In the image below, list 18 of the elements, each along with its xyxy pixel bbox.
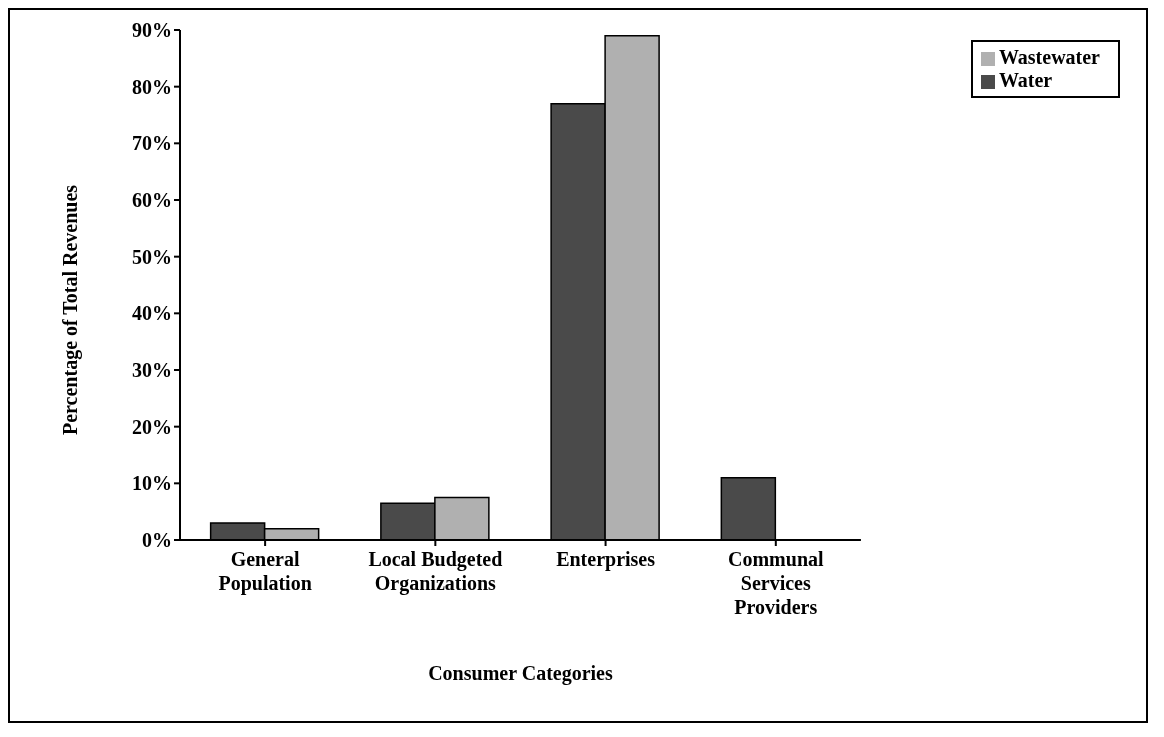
y-tick-label: 50% bbox=[132, 245, 172, 268]
y-tick-label: 90% bbox=[132, 19, 172, 42]
x-tick-label: Enterprises bbox=[556, 548, 656, 571]
y-tick-label: 10% bbox=[132, 472, 172, 495]
legend-label: Wastewater bbox=[998, 46, 1100, 68]
y-tick-label: 60% bbox=[132, 189, 172, 212]
x-tick-label: General Population bbox=[218, 548, 312, 595]
y-axis-title: Percentage of Total Revenues bbox=[59, 184, 83, 435]
x-tick-label: Local Budgeted Organizations bbox=[368, 548, 503, 595]
y-tick-label: 30% bbox=[132, 359, 172, 382]
legend-label: Water bbox=[998, 69, 1053, 91]
y-tick-label: 80% bbox=[132, 75, 172, 98]
x-axis-title: Consumer Categories bbox=[428, 662, 613, 685]
y-tick-label: 20% bbox=[132, 415, 172, 438]
x-tick-label: Communal Services Providers bbox=[728, 548, 825, 618]
y-tick-label: 40% bbox=[132, 302, 172, 325]
y-tick-label: 0% bbox=[142, 529, 172, 552]
y-tick-label: 70% bbox=[132, 132, 172, 155]
